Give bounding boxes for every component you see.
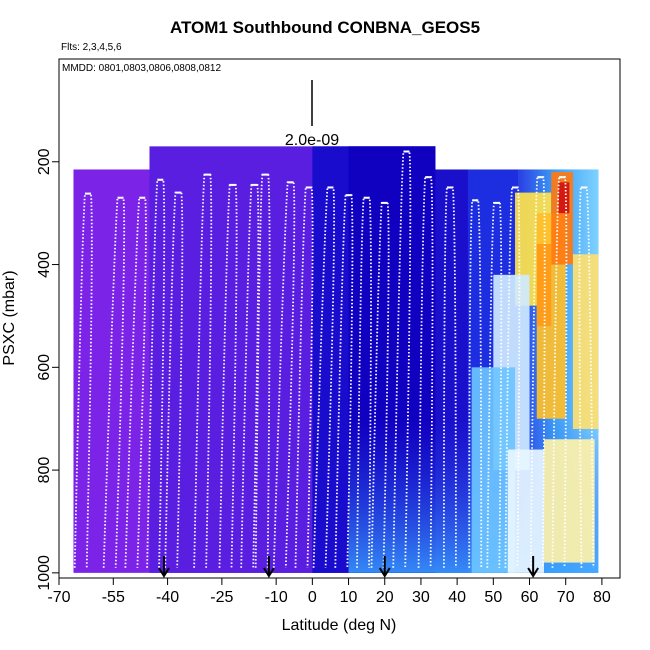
x-axis-label: Latitude (deg N) [282,617,397,634]
arrow-marker-3 [527,556,539,578]
x-tick-label-7: 20 [376,589,394,606]
arrow-marker-2 [378,556,391,578]
arrow-markers [158,556,539,578]
x-tick-label-11: 60 [521,589,539,606]
annotation-text: MMDD: 0801,0803,0806,0808,0812 [62,63,221,74]
x-tick-label-1: -55 [102,589,125,606]
flight-profile-1 [73,192,93,568]
flight-profiles [59,150,595,568]
arrow-head-0 [158,567,170,578]
scale-label: 2.0e-09 [285,132,339,149]
x-tick-label-6: 10 [340,589,358,606]
chart-subtitle: Flts: 2,3,4,5,6 [61,42,122,53]
x-tick-label-4: -10 [265,589,288,606]
y-tick-label-0: 200 [36,148,53,175]
x-tick-label-2: -40 [156,589,179,606]
x-tick-label-3: -25 [210,589,233,606]
y-tick-label-3: 800 [36,457,53,484]
arrow-head-3 [527,567,539,578]
hot-spot-5 [572,254,599,429]
flight-profile-23 [551,176,568,568]
hot-spot-3 [558,182,570,214]
x-tick-label-0: -70 [47,589,70,606]
flight-profile-18 [442,186,457,568]
flight-profile-21 [504,186,521,568]
x-tick-label-8: 30 [412,589,430,606]
y-axis-label: PSXC (mbar) [1,270,18,365]
arrow-marker-0 [158,556,170,578]
flight-profile-12 [312,186,335,568]
arrow-marker-1 [263,556,275,578]
x-tick-label-10: 50 [484,589,502,606]
chart-title: ATOM1 Southbound CONBNA_GEOS5 [169,18,481,37]
y-tick-label-4: 1000 [36,555,53,591]
x-tick-label-13: 80 [593,589,611,606]
hot-spot-8 [507,449,544,573]
arrow-head-1 [263,567,275,578]
flight-profile-11 [294,186,314,568]
flight-profile-24 [578,186,595,568]
hot-spot-9 [543,439,595,563]
y-tick-label-2: 600 [36,354,53,381]
axes: -70 -55 -40 -25 -10 0 10 20 30 40 50 60 70 80 200 400 60… [36,148,611,606]
flight-profile-4 [146,178,166,568]
arrow-head-2 [378,567,391,578]
x-tick-label-5: 0 [308,589,317,606]
x-tick-label-9: 40 [448,589,466,606]
plot-frame [58,58,621,579]
flight-profile-22 [529,176,546,568]
x-tick-label-12: 70 [557,589,575,606]
flight-profile-17 [417,176,434,568]
flight-profile-19 [468,199,483,568]
y-tick-label-1: 400 [36,251,53,278]
